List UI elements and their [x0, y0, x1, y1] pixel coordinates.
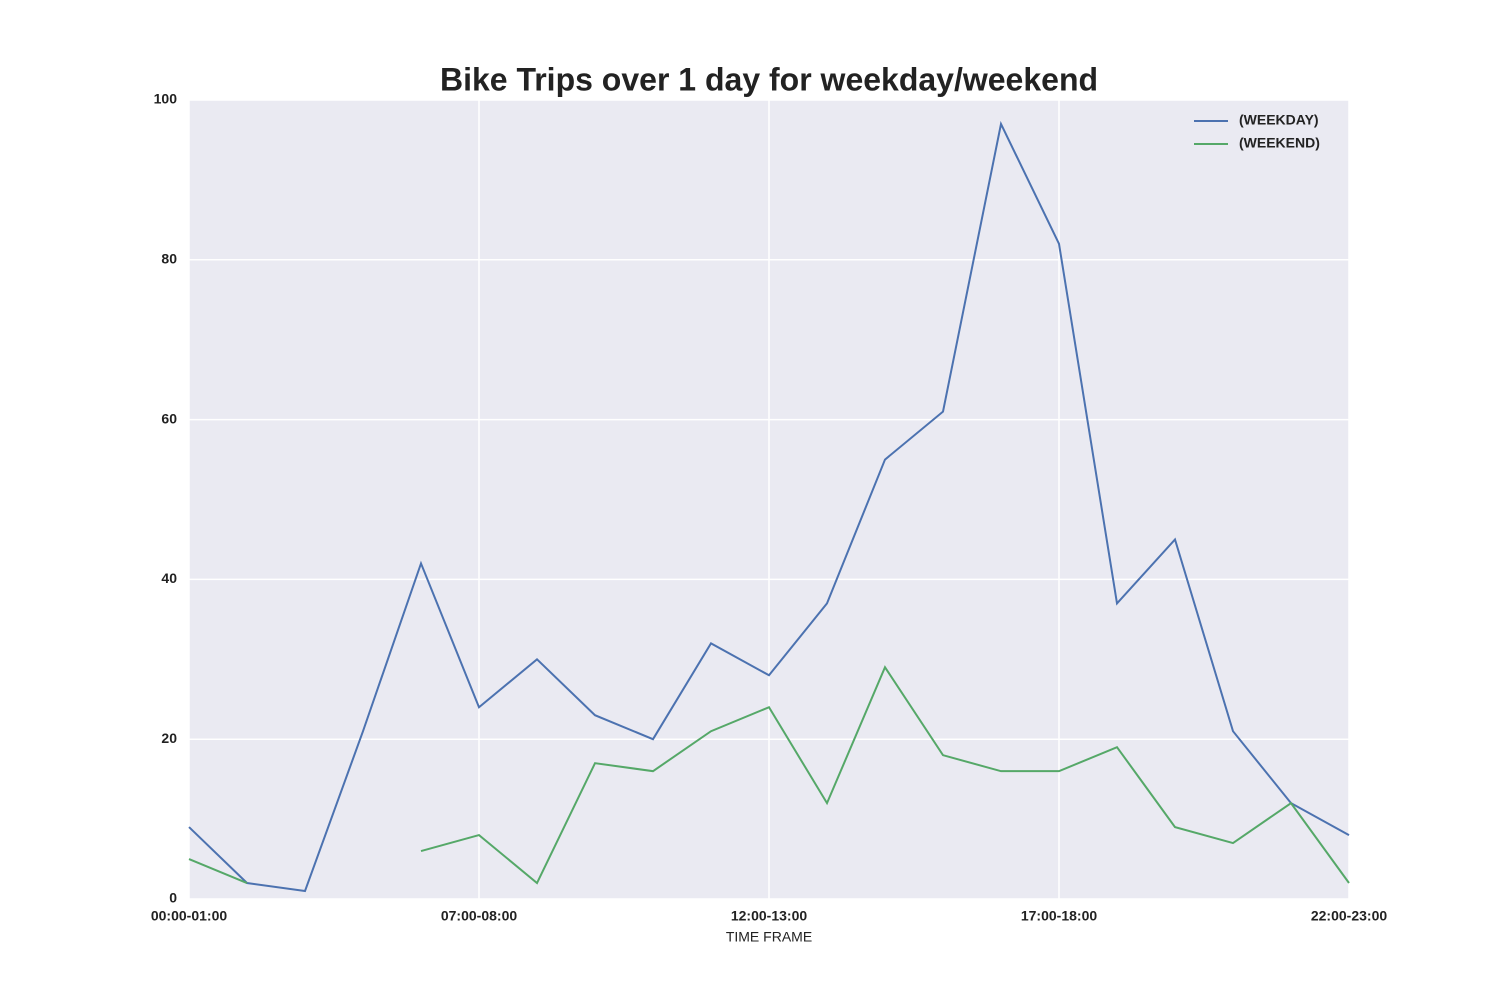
y-tick-label: 80	[161, 251, 177, 267]
x-tick-label: 07:00-08:00	[441, 908, 517, 924]
y-tick-label: 40	[161, 570, 177, 586]
x-tick-label: 12:00-13:00	[731, 908, 807, 924]
y-tick-label: 60	[161, 410, 177, 426]
y-tick-label: 100	[154, 91, 178, 107]
x-tick-label: 22:00-23:00	[1311, 908, 1387, 924]
x-tick-label: 00:00-01:00	[151, 908, 227, 924]
line-series	[188, 120, 1350, 893]
y-tick-label: 20	[161, 730, 177, 746]
legend-label: (WEEKDAY)	[1239, 112, 1319, 128]
x-axis-label: TIME FRAME	[726, 929, 812, 945]
x-tick-label: 17:00-18:00	[1021, 908, 1097, 924]
chart-title: Bike Trips over 1 day for weekday/weeken…	[440, 61, 1098, 97]
line-series	[188, 665, 1350, 885]
legend-label: (WEEKEND)	[1239, 135, 1320, 151]
y-tick-label: 0	[169, 890, 177, 906]
